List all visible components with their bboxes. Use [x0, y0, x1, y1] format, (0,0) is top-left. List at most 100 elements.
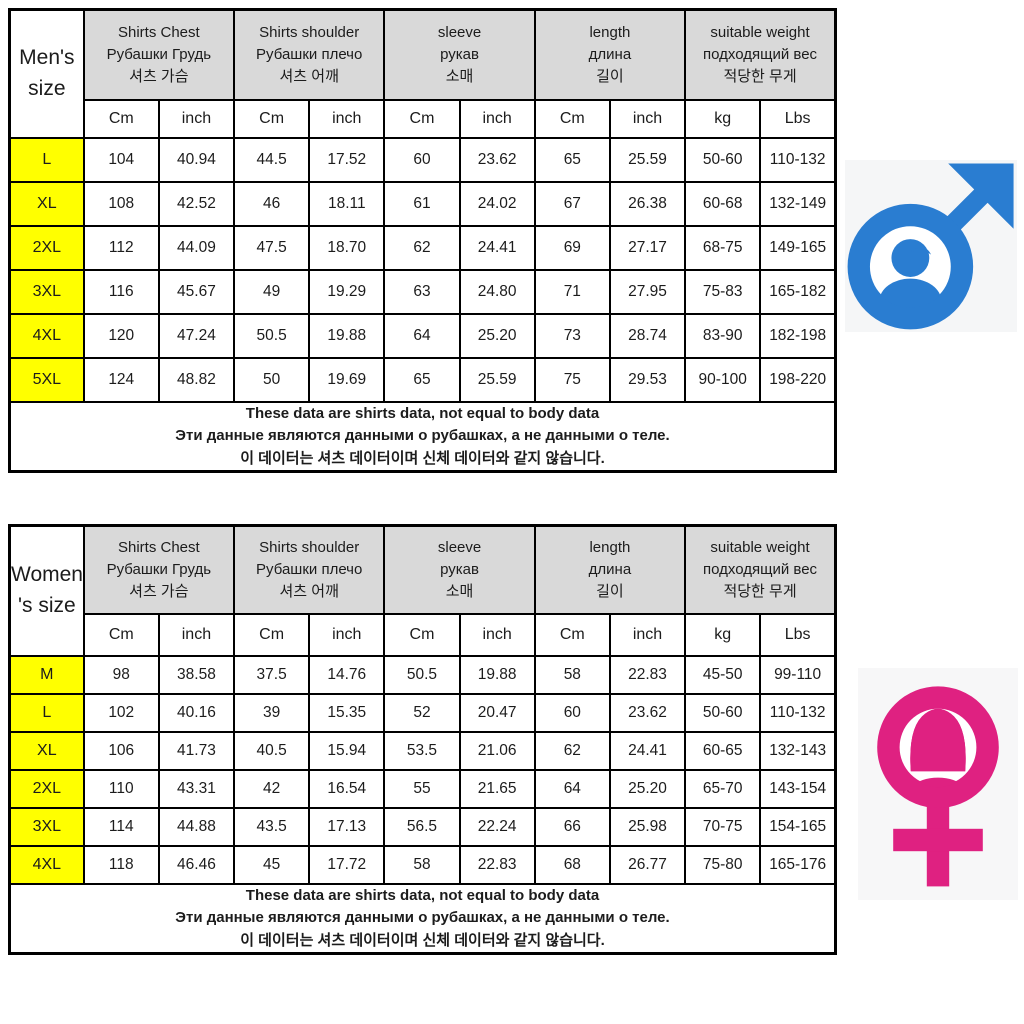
- measurement-value-cell: 165-176: [759, 844, 837, 885]
- measurement-value-cell: 67: [533, 180, 611, 227]
- measurement-value-cell: 43.31: [157, 768, 236, 809]
- measurement-value-cell: 19.88: [458, 654, 536, 695]
- measurement-value-cell: 83-90: [684, 312, 762, 359]
- unit-header-cell: inch: [458, 612, 536, 657]
- measurement-value-cell: 22.83: [608, 654, 687, 695]
- size-label-cell: 5XL: [8, 356, 85, 403]
- shoulder-label-en: Shirts shoulder: [259, 539, 360, 557]
- measurement-value-cell: 60: [383, 136, 461, 183]
- measurement-value-cell: 23.62: [458, 136, 536, 183]
- measurement-value-cell: 50.5: [383, 654, 461, 695]
- note-en: These data are shirts data, not equal to…: [245, 404, 600, 422]
- measurement-value-cell: 149-165: [759, 224, 837, 271]
- measurement-value-cell: 110: [82, 768, 160, 809]
- measurement-value-cell: 44.88: [157, 806, 236, 847]
- unit-header-cell: Cm: [233, 98, 311, 139]
- measurement-value-cell: 68: [533, 844, 611, 885]
- unit-header-cell: inch: [458, 98, 536, 139]
- size-label-cell: 4XL: [8, 312, 85, 359]
- chest-label-ru: Рубашки Грудь: [106, 560, 212, 578]
- measurement-value-cell: 28.74: [608, 312, 687, 359]
- measurement-value-cell: 15.94: [308, 730, 386, 771]
- measurement-value-cell: 106: [82, 730, 160, 771]
- measurement-value-cell: 64: [383, 312, 461, 359]
- measurement-value-cell: 46: [233, 180, 311, 227]
- chest-label-en: Shirts Chest: [117, 539, 200, 557]
- measurement-value-cell: 50-60: [684, 692, 762, 733]
- measurement-value-cell: 60: [533, 692, 611, 733]
- table-row: 2XL 110 43.31 42 16.54 55 21.65 64 25.20 65-70 143…: [8, 768, 837, 809]
- mens-table-body: L 104 40.94 44.5 17.52 60 23.62 65 25.59 50-60 110…: [8, 136, 837, 403]
- measurement-value-cell: 60-68: [684, 180, 762, 227]
- length-label-en: length: [589, 24, 631, 42]
- shoulder-label-ko: 셔츠 어깨: [279, 67, 339, 85]
- measurement-value-cell: 56.5: [383, 806, 461, 847]
- size-label-cell: L: [8, 136, 85, 183]
- measurement-value-cell: 24.02: [458, 180, 536, 227]
- sleeve-label-ko: 소매: [445, 67, 474, 85]
- measurement-value-cell: 112: [82, 224, 160, 271]
- unit-header-cell: inch: [608, 98, 687, 139]
- length-label-ko: 길이: [596, 582, 624, 600]
- mens-table-title: Men's size: [8, 8, 85, 139]
- unit-header-cell: inch: [308, 98, 386, 139]
- unit-header-cell: Cm: [383, 612, 461, 657]
- womens-size-table: Women 's size Shirts Chest Рубашки Грудь…: [8, 524, 837, 955]
- measurement-value-cell: 49: [233, 268, 311, 315]
- mens-note-row: These data are shirts data, not equal to…: [8, 400, 837, 473]
- measurement-value-cell: 18.70: [308, 224, 386, 271]
- measurement-value-cell: 18.11: [308, 180, 386, 227]
- measurement-value-cell: 27.95: [608, 268, 687, 315]
- measurement-value-cell: 118: [82, 844, 160, 885]
- measurement-value-cell: 42: [233, 768, 311, 809]
- weight-label-ko: 적당한 무게: [723, 67, 797, 85]
- title-line-1: Women: [11, 563, 83, 587]
- size-label-cell: M: [8, 654, 85, 695]
- measurement-value-cell: 47.24: [157, 312, 236, 359]
- measurement-value-cell: 15.35: [308, 692, 386, 733]
- measurement-value-cell: 68-75: [684, 224, 762, 271]
- column-header-shoulder: Shirts shoulder Рубашки плечо 셔츠 어깨: [233, 8, 386, 101]
- measurement-value-cell: 40.94: [157, 136, 236, 183]
- size-label-cell: 3XL: [8, 268, 85, 315]
- measurement-value-cell: 26.38: [608, 180, 687, 227]
- measurement-value-cell: 16.54: [308, 768, 386, 809]
- womens-note-row: These data are shirts data, not equal to…: [8, 882, 837, 955]
- measurement-value-cell: 38.58: [157, 654, 236, 695]
- table-row: 4XL 118 46.46 45 17.72 58 22.83 68 26.77 75-80 165…: [8, 844, 837, 885]
- note-en: These data are shirts data, not equal to…: [245, 886, 600, 904]
- title-line-2: 's size: [17, 593, 76, 617]
- size-label-cell: 2XL: [8, 768, 85, 809]
- measurement-value-cell: 52: [383, 692, 461, 733]
- measurement-value-cell: 17.72: [308, 844, 386, 885]
- weight-label-ko: 적당한 무게: [723, 582, 797, 600]
- measurement-value-cell: 37.5: [233, 654, 311, 695]
- measurement-value-cell: 60-65: [684, 730, 762, 771]
- note-ru: Эти данные являются данными о рубашках, …: [175, 427, 670, 444]
- length-label-en: length: [589, 539, 631, 557]
- table-row: 4XL 120 47.24 50.5 19.88 64 25.20 73 28.74 83-90 1…: [8, 312, 837, 359]
- measurement-value-cell: 45: [233, 844, 311, 885]
- measurement-value-cell: 104: [82, 136, 160, 183]
- sleeve-label-ru: рукав: [440, 560, 479, 578]
- shoulder-label-ko: 셔츠 어깨: [279, 582, 339, 600]
- measurement-value-cell: 99-110: [759, 654, 837, 695]
- measurement-value-cell: 110-132: [759, 136, 837, 183]
- measurement-value-cell: 43.5: [233, 806, 311, 847]
- measurement-value-cell: 26.77: [608, 844, 687, 885]
- size-label-cell: XL: [8, 180, 85, 227]
- measurement-value-cell: 48.82: [157, 356, 236, 403]
- male-symbol-icon: [845, 160, 1017, 332]
- measurement-value-cell: 102: [82, 692, 160, 733]
- measurement-value-cell: 90-100: [684, 356, 762, 403]
- measurement-value-cell: 39: [233, 692, 311, 733]
- table-row: XL 108 42.52 46 18.11 61 24.02 67 26.38 60-68 132-…: [8, 180, 837, 227]
- measurement-value-cell: 165-182: [759, 268, 837, 315]
- measurement-value-cell: 19.88: [308, 312, 386, 359]
- measurement-value-cell: 21.06: [458, 730, 536, 771]
- weight-label-en: suitable weight: [710, 539, 810, 557]
- measurement-value-cell: 40.16: [157, 692, 236, 733]
- mens-disclaimer-note: These data are shirts data, not equal to…: [8, 400, 837, 473]
- measurement-value-cell: 47.5: [233, 224, 311, 271]
